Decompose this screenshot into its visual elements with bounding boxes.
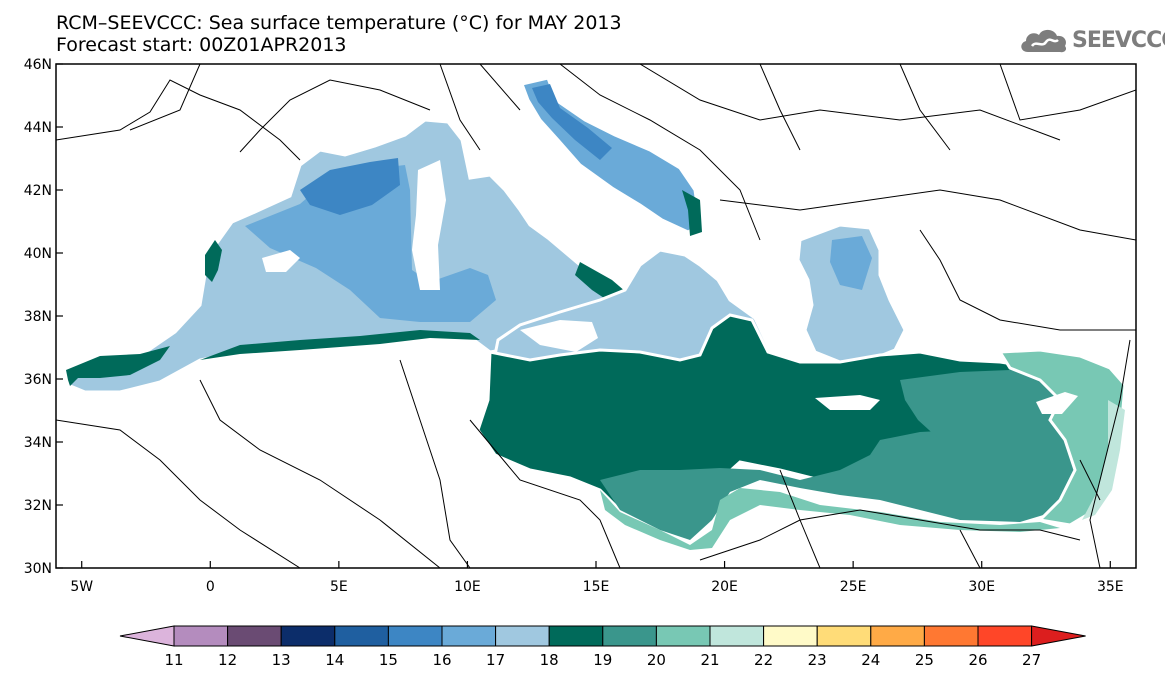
country-borders xyxy=(56,64,1136,568)
adriatic-15 xyxy=(532,84,612,160)
colorbar-label: 26 xyxy=(968,651,987,669)
adriatic-coast-band xyxy=(682,190,702,236)
sea-temperature-field xyxy=(56,64,1136,568)
levantine-21 xyxy=(1082,400,1125,520)
lat-tick-label: 32N xyxy=(24,498,52,514)
western-basin-15 xyxy=(300,158,400,215)
colorbar-label: 19 xyxy=(593,651,612,669)
forecast-start-label: Forecast start: 00Z01APR2013 xyxy=(56,34,347,56)
lat-tick-label: 34N xyxy=(24,435,52,451)
colorbar-box xyxy=(227,625,282,647)
lon-tick-label: 20E xyxy=(711,579,738,595)
colorbar-box xyxy=(387,625,443,647)
colorbar-label: 17 xyxy=(486,651,505,669)
colorbar-label: 24 xyxy=(861,651,880,669)
colorbar-box xyxy=(709,625,765,647)
lon-tick-label: 10E xyxy=(454,579,481,595)
crete xyxy=(815,395,880,410)
colorbar-label: 22 xyxy=(754,651,773,669)
colorbar-box xyxy=(495,625,550,647)
colorbar-label: 12 xyxy=(218,651,237,669)
corsica-sardinia xyxy=(412,160,446,290)
lat-tick-label: 42N xyxy=(24,183,52,199)
colorbar-label: 18 xyxy=(540,651,559,669)
colorbar-label: 27 xyxy=(1022,651,1041,669)
colorbar: 11 12 13 14 15 16 17 18 19 20 21 22 23 24 25 26 27 xyxy=(119,625,1086,669)
lon-tick-label: 25E xyxy=(840,579,867,595)
colorbar-box xyxy=(923,625,979,647)
colorbar-box xyxy=(763,625,818,647)
colorbar-label: 15 xyxy=(379,651,398,669)
colorbar-label: 25 xyxy=(915,651,934,669)
coast-band-18 xyxy=(205,240,222,282)
coast-band-sicily xyxy=(575,262,626,302)
colorbar-max-triangle xyxy=(1031,625,1086,647)
lat-tick-label: 40N xyxy=(24,246,52,262)
colorbar-box xyxy=(977,625,1033,647)
lat-tick-label: 30N xyxy=(24,561,52,577)
lon-tick-label: 15E xyxy=(583,579,610,595)
colorbar-label: 13 xyxy=(272,651,291,669)
logo-text: SEEVCCC xyxy=(1072,28,1165,53)
latitude-axis: 30N 32N 34N 36N 38N 40N 42N 44N 46N xyxy=(24,57,63,577)
egypt-coast-20 xyxy=(600,488,1060,550)
aegean-16 xyxy=(830,236,872,290)
colorbar-label: 23 xyxy=(808,651,827,669)
map-title: RCM–SEEVCCC: Sea surface temperature (°C… xyxy=(56,12,622,34)
lat-tick-label: 44N xyxy=(24,120,52,136)
coast-band-africa xyxy=(200,330,480,360)
colorbar-box xyxy=(655,625,711,647)
colorbar-box xyxy=(280,625,336,647)
colorbar-label: 20 xyxy=(647,651,666,669)
balearic-islands xyxy=(262,250,300,272)
cloud-icon xyxy=(1021,29,1067,53)
colorbar-min-triangle xyxy=(119,625,175,647)
lon-tick-label: 30E xyxy=(968,579,995,595)
sicily xyxy=(520,320,598,352)
lon-tick-label: 0 xyxy=(206,579,215,595)
lon-tick-label: 35E xyxy=(1097,579,1124,595)
lat-tick-label: 46N xyxy=(24,57,52,73)
coast-band-alboran xyxy=(66,346,170,386)
cyprus xyxy=(1036,392,1078,414)
lon-tick-label: 5E xyxy=(330,579,348,595)
colorbar-box xyxy=(441,625,497,647)
colorbar-box xyxy=(870,625,925,647)
lat-tick-label: 36N xyxy=(24,372,52,388)
colorbar-box xyxy=(548,625,604,647)
seevccc-logo: SEEVCCC xyxy=(1018,26,1165,56)
colorbar-box xyxy=(602,625,657,647)
lat-tick-label: 38N xyxy=(24,309,52,325)
colorbar-label: 16 xyxy=(432,651,451,669)
colorbar-box xyxy=(816,625,872,647)
levantine-19 xyxy=(900,370,1070,450)
colorbar-box xyxy=(334,625,389,647)
colorbar-label: 14 xyxy=(325,651,344,669)
colorbar-box xyxy=(173,625,229,647)
lon-tick-label: 5W xyxy=(70,579,93,595)
colorbar-label: 21 xyxy=(700,651,719,669)
longitude-axis: 5W 0 5E 10E 15E 20E 25E 30E 35E xyxy=(70,561,1124,595)
colorbar-label: 11 xyxy=(164,651,183,669)
